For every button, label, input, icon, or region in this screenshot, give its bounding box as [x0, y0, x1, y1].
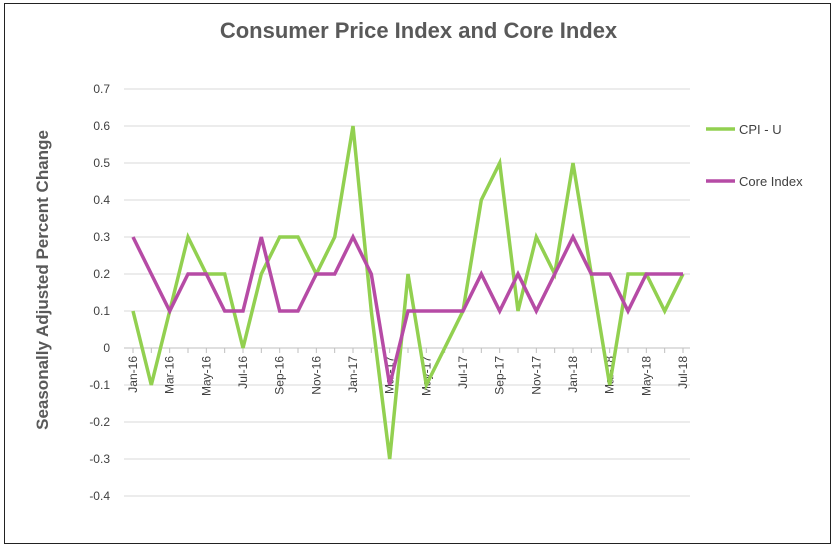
x-tick-label: Nov-16 [309, 356, 323, 395]
y-tick-label: 0.5 [93, 156, 110, 170]
y-tick-label: 0.7 [93, 82, 110, 96]
y-tick-label: -0.4 [89, 489, 110, 503]
x-tick-label: Sep-17 [493, 356, 507, 395]
legend-label: CPI - U [739, 122, 782, 137]
series-line [131, 233, 683, 386]
chart-title: Consumer Price Index and Core Index [219, 18, 618, 43]
y-tick-label: 0.1 [93, 304, 110, 318]
legend-label: Core Index [739, 174, 803, 189]
y-tick-label: -0.2 [89, 415, 110, 429]
x-tick-label: Sep-16 [273, 356, 287, 395]
y-tick-labels: 0.7 0.6 0.5 0.4 0.3 0.2 0.1 0 -0.1 -0.2 -0.3 -0.4 [89, 82, 110, 503]
x-tick-label: Jul-17 [456, 356, 470, 389]
y-tick-label: 0.2 [93, 267, 110, 281]
x-tick-label: May-16 [199, 356, 213, 396]
y-tick-label: 0 [103, 341, 110, 355]
x-tick-label: Nov-17 [529, 356, 543, 395]
x-tick-label: Mar-16 [163, 356, 177, 394]
x-tick-label: May-18 [639, 356, 653, 396]
x-tick-label: Jul-16 [236, 356, 250, 389]
y-tick-label: 0.3 [93, 230, 110, 244]
x-tick-labels: Jan-16 Mar-16 May-16 Jul-16 Sep-16 Nov-16 Jan-… [126, 356, 690, 396]
legend: CPI - U Core Index [706, 122, 803, 189]
y-tick-label: 0.6 [93, 119, 110, 133]
y-tick-label: -0.3 [89, 452, 110, 466]
x-tick-label: Jan-16 [126, 356, 140, 393]
x-tick-label: Jan-17 [346, 356, 360, 393]
series-lines [131, 125, 685, 460]
x-tick-label: Jul-18 [676, 356, 690, 389]
y-tick-label: 0.4 [93, 193, 110, 207]
y-tick-label: -0.1 [89, 378, 110, 392]
x-tick-label: Jan-18 [566, 356, 580, 393]
